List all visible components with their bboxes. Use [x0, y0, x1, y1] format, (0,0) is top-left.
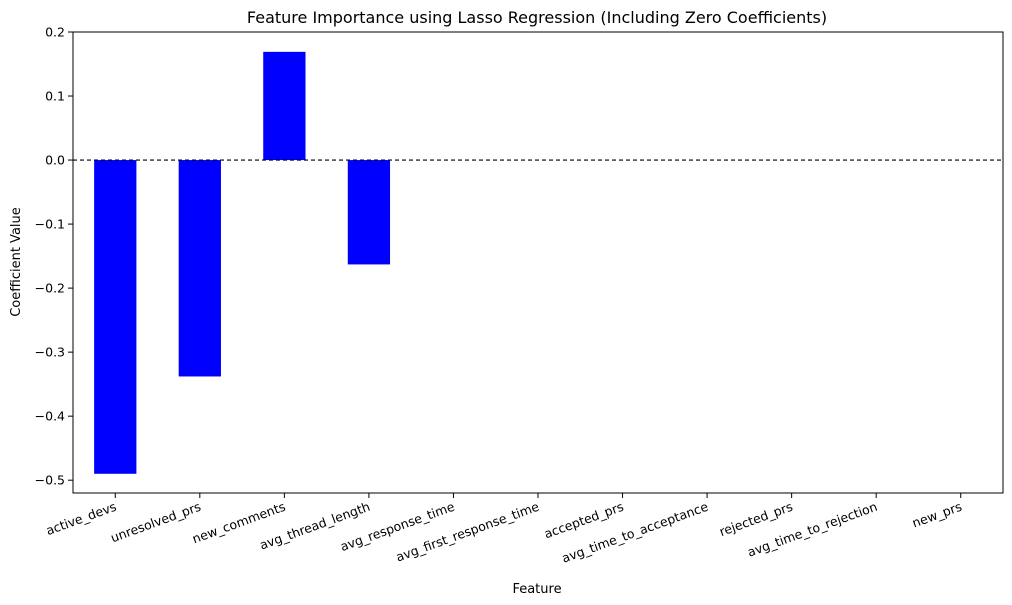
- bars-group: [94, 51, 391, 474]
- x-axis: active_devsunresolved_prsnew_commentsavg…: [44, 493, 964, 566]
- chart-title: Feature Importance using Lasso Regressio…: [247, 8, 827, 27]
- x-tick-label: unresolved_prs: [109, 499, 203, 546]
- x-tick-label: avg_first_response_time: [394, 499, 541, 565]
- y-tick-label: −0.5: [35, 473, 65, 488]
- bar-active-devs: [94, 160, 137, 474]
- x-axis-label: Feature: [512, 582, 561, 597]
- y-tick-label: −0.2: [35, 281, 65, 296]
- y-tick-label: −0.1: [35, 217, 65, 232]
- x-tick-label: new_prs: [910, 499, 964, 531]
- y-tick-label: −0.4: [35, 409, 65, 424]
- y-tick-label: −0.3: [35, 345, 65, 360]
- bar-new-comments: [263, 51, 306, 161]
- x-tick-label: avg_time_to_acceptance: [560, 499, 711, 566]
- y-axis-label: Coefficient Value: [9, 207, 24, 317]
- y-axis: 0.2 0.1 0.0 −0.1 −0.2 −0.3 −0.4 −0.5: [35, 25, 73, 488]
- y-tick-label: 0.1: [45, 89, 65, 104]
- bar-unresolved-prs: [178, 160, 221, 377]
- bar-avg-thread-length: [347, 160, 391, 265]
- x-tick-label: active_devs: [44, 499, 118, 538]
- y-tick-label: 0.2: [45, 25, 65, 40]
- y-tick-label: 0.0: [45, 153, 65, 168]
